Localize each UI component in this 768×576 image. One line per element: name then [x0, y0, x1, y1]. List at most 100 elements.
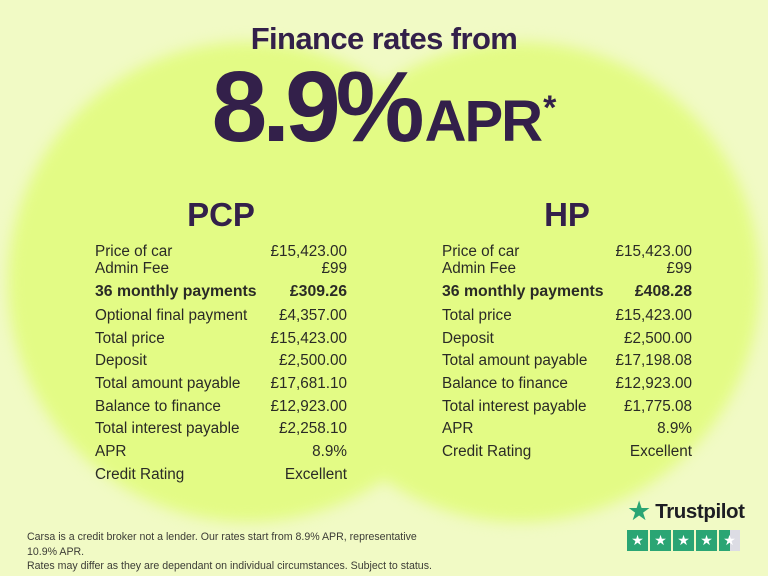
star-icon: ★	[631, 532, 644, 548]
rating-star-fill	[650, 530, 671, 551]
table-row: Balance to finance £12,923.00	[95, 395, 347, 418]
row-label: Deposit	[442, 329, 494, 347]
table-row: Credit Rating Excellent	[442, 441, 692, 464]
star-icon: ★	[723, 532, 736, 548]
table-row: Total price £15,423.00	[95, 327, 347, 350]
row-value: £99	[321, 259, 347, 277]
row-label: Balance to finance	[442, 375, 568, 392]
table-row: Credit Rating Excellent	[95, 463, 347, 486]
table-row: Balance to finance £12,923.00	[442, 373, 692, 396]
row-label: Total interest payable	[95, 420, 240, 438]
hp-background-circle	[280, 42, 760, 522]
star-icon: ★	[700, 532, 713, 548]
rating-star-box: ★	[627, 530, 648, 551]
table-row: Admin Fee £99	[442, 260, 692, 277]
pcp-table-title: PCP	[187, 196, 255, 233]
table-row: Total interest payable £1,775.08	[442, 395, 692, 418]
table-row: APR 8.9%	[442, 418, 692, 441]
row-value: £99	[666, 259, 692, 277]
row-value: £4,357.00	[278, 306, 347, 324]
row-value: £12,923.00	[615, 375, 692, 392]
table-row: Total price £15,423.00	[442, 305, 692, 328]
row-label: Credit Rating	[442, 443, 532, 461]
star-icon: ★	[654, 532, 667, 548]
row-label: Total price	[95, 329, 165, 347]
row-value: £12,923.00	[270, 397, 347, 415]
row-value: £17,198.08	[615, 352, 692, 370]
headline-rate: 8.9%APR*	[0, 57, 768, 187]
table-row: Optional final payment £4,357.00	[95, 305, 347, 328]
page-title: Finance rates from	[250, 21, 518, 56]
pcp-table: PCP Price of car £15,423.00 Admin Fee £99 36…	[95, 196, 347, 486]
row-value: £2,500.00	[623, 329, 692, 347]
row-label: Admin Fee	[95, 259, 169, 277]
table-row: Total amount payable £17,198.08	[442, 350, 692, 373]
row-label: Price of car	[442, 242, 520, 260]
rate-suffix: APR	[424, 89, 543, 154]
row-label: Balance to finance	[95, 397, 221, 415]
hp-table-title: HP	[544, 196, 590, 233]
hp-table-rows: Price of car £15,423.00 Admin Fee £99 36 mon…	[442, 243, 692, 463]
row-value: £15,423.00	[270, 329, 347, 347]
trustpilot-logo: ★ Trustpilot	[627, 498, 745, 525]
rate-asterisk: *	[543, 89, 557, 127]
pcp-table-rows: Price of car £15,423.00 Admin Fee £99 36 mon…	[95, 243, 347, 486]
rating-star-fill	[719, 530, 730, 551]
row-value: £17,681.10	[270, 375, 347, 392]
row-label: Total amount payable	[442, 352, 588, 370]
row-label: Deposit	[95, 352, 147, 370]
disclaimer-line-2: Rates may differ as they are dependant o…	[27, 560, 432, 572]
row-value: 8.9%	[312, 443, 347, 461]
row-label: Credit Rating	[95, 465, 185, 483]
table-row: 36 monthly payments £309.26	[95, 280, 347, 304]
disclaimer-line-1: Carsa is a credit broker not a lender. O…	[27, 531, 417, 558]
row-label: Total price	[442, 306, 512, 324]
table-row: Deposit £2,500.00	[442, 327, 692, 350]
rating-star-box: ★	[696, 530, 717, 551]
row-value: £15,423.00	[615, 242, 692, 260]
rating-star-box: ★	[719, 530, 740, 551]
row-value: Excellent	[629, 443, 692, 461]
rating-star-fill	[696, 530, 717, 551]
row-label: Total interest payable	[442, 397, 587, 415]
trustpilot-star-icon: ★	[627, 496, 652, 526]
rating-star-box: ★	[650, 530, 671, 551]
row-label: Admin Fee	[442, 259, 516, 277]
table-row: 36 monthly payments £408.28	[442, 280, 692, 304]
row-value: £309.26	[289, 282, 347, 300]
row-value: £2,258.10	[278, 420, 347, 438]
row-value: £15,423.00	[270, 242, 347, 260]
row-value: £408.28	[634, 282, 692, 300]
table-row: Total interest payable £2,258.10	[95, 418, 347, 441]
row-value: Excellent	[284, 465, 347, 483]
row-label: 36 monthly payments	[442, 282, 604, 300]
trustpilot-wordmark: Trustpilot	[655, 499, 745, 523]
table-row: Price of car £15,423.00	[95, 243, 347, 260]
trustpilot-rating: ★ ★ ★ ★ ★	[627, 530, 745, 551]
rate-value: 8.9%	[211, 51, 425, 163]
row-label: APR	[95, 443, 127, 461]
table-row: Price of car £15,423.00	[442, 243, 692, 260]
row-value: £2,500.00	[278, 352, 347, 370]
row-label: Price of car	[95, 242, 173, 260]
legal-disclaimer: Carsa is a credit broker not a lender. O…	[27, 530, 447, 574]
row-label: 36 monthly payments	[95, 282, 257, 300]
rating-star-fill	[627, 530, 648, 551]
rating-star-fill	[673, 530, 694, 551]
star-icon: ★	[677, 532, 690, 548]
hp-table: HP Price of car £15,423.00 Admin Fee £99 36 …	[442, 196, 692, 463]
row-value: £15,423.00	[615, 306, 692, 324]
trustpilot-widget: ★ Trustpilot ★ ★ ★ ★ ★	[627, 498, 745, 551]
row-label: Optional final payment	[95, 306, 248, 324]
table-row: Total amount payable £17,681.10	[95, 373, 347, 396]
row-value: 8.9%	[657, 420, 692, 438]
table-row: Admin Fee £99	[95, 260, 347, 277]
table-row: APR 8.9%	[95, 441, 347, 464]
row-label: Total amount payable	[95, 375, 241, 392]
rating-star-box: ★	[673, 530, 694, 551]
table-row: Deposit £2,500.00	[95, 350, 347, 373]
row-value: £1,775.08	[623, 397, 692, 415]
row-label: APR	[442, 420, 474, 438]
